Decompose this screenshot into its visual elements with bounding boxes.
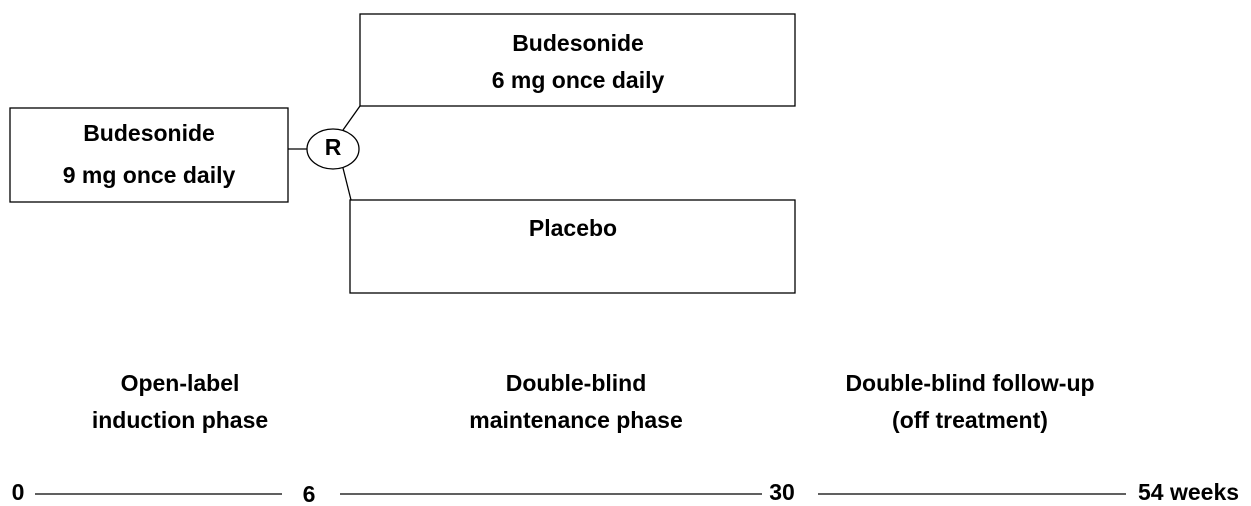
connector bbox=[342, 167, 352, 201]
timeline-label: 54 weeks bbox=[1138, 479, 1239, 505]
connector bbox=[342, 105, 361, 131]
phase-label: (off treatment) bbox=[892, 407, 1048, 433]
randomization-circle bbox=[306, 128, 360, 170]
induction-box bbox=[9, 107, 289, 203]
phase-label: induction phase bbox=[92, 407, 268, 433]
phase-label: Open-label bbox=[121, 370, 240, 396]
node-label: 6 mg once daily bbox=[492, 67, 665, 93]
timeline-label: 30 bbox=[769, 479, 795, 505]
timeline-label: 0 bbox=[12, 479, 25, 505]
node-label: R bbox=[325, 134, 342, 160]
node-label: Budesonide bbox=[83, 120, 215, 146]
maintenance-box bbox=[359, 13, 796, 107]
node-label: 9 mg once daily bbox=[63, 162, 236, 188]
timeline-label: 6 bbox=[303, 481, 316, 506]
node-label: Budesonide bbox=[512, 30, 644, 56]
phase-label: Double-blind follow-up bbox=[845, 370, 1094, 396]
node-label: Placebo bbox=[529, 215, 617, 241]
placebo-box bbox=[349, 199, 796, 294]
phase-label: Double-blind bbox=[506, 370, 647, 396]
phase-label: maintenance phase bbox=[469, 407, 682, 433]
